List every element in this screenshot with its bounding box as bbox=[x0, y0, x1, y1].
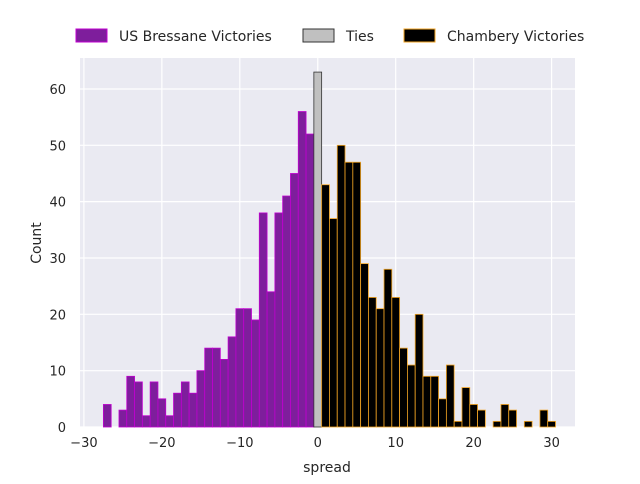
histogram-bar bbox=[165, 415, 174, 428]
x-tick-label: 20 bbox=[465, 436, 482, 451]
histogram-bar bbox=[305, 133, 315, 428]
histogram-bar bbox=[539, 409, 549, 428]
histogram-bar bbox=[430, 375, 439, 428]
histogram-bar bbox=[399, 347, 408, 428]
histogram-bar bbox=[500, 404, 510, 428]
x-tick-label: 10 bbox=[387, 436, 404, 451]
histogram-bar bbox=[204, 347, 213, 428]
histogram-bar bbox=[258, 212, 268, 428]
y-tick-label: 60 bbox=[49, 83, 66, 98]
histogram-bar bbox=[102, 404, 112, 428]
histogram-bar bbox=[313, 71, 323, 428]
histogram-bar bbox=[196, 370, 206, 428]
legend-label: Chambery Victories bbox=[447, 29, 584, 45]
histogram-bar bbox=[438, 398, 447, 428]
y-tick-label: 10 bbox=[49, 365, 66, 380]
y-tick-label: 20 bbox=[49, 308, 66, 323]
x-axis-label: spread bbox=[303, 460, 351, 476]
histogram-bar bbox=[360, 263, 369, 428]
histogram-bar bbox=[453, 420, 463, 428]
y-tick-label: 40 bbox=[49, 196, 66, 211]
histogram-bar bbox=[141, 415, 151, 428]
histogram-bar bbox=[126, 375, 135, 428]
histogram-bar bbox=[266, 291, 276, 428]
histogram-bar bbox=[227, 336, 237, 428]
histogram-bar bbox=[149, 381, 159, 428]
histogram-bar bbox=[445, 364, 455, 428]
legend-label: US Bressane Victories bbox=[119, 29, 272, 45]
bars bbox=[102, 71, 556, 428]
histogram-bar bbox=[329, 218, 338, 428]
histogram-bar bbox=[118, 409, 128, 428]
x-tick-label: −20 bbox=[148, 436, 175, 451]
histogram-bar bbox=[492, 420, 502, 428]
histogram-bar bbox=[477, 409, 486, 428]
histogram-bar bbox=[547, 420, 556, 428]
y-axis-label: Count bbox=[29, 222, 45, 264]
histogram-bar bbox=[407, 364, 416, 428]
histogram-bar bbox=[508, 409, 517, 428]
histogram-bar bbox=[188, 392, 198, 428]
x-tick-label: −10 bbox=[226, 436, 253, 451]
histogram-bar bbox=[375, 308, 385, 428]
histogram-bar bbox=[173, 392, 182, 428]
legend-swatch bbox=[302, 28, 335, 43]
tick-labels: −30 −20 −10 0 10 20 30 0 10 20 30 40 50 60 bbox=[49, 83, 559, 451]
histogram-bar bbox=[212, 347, 221, 428]
histogram-bar bbox=[336, 144, 346, 428]
histogram-bar bbox=[422, 375, 432, 428]
histogram-bar bbox=[235, 308, 245, 428]
histogram-bar bbox=[523, 420, 533, 428]
x-tick-label: −30 bbox=[70, 436, 97, 451]
x-tick-label: 30 bbox=[543, 436, 560, 451]
histogram-bar bbox=[321, 184, 330, 428]
histogram-bar bbox=[368, 297, 377, 428]
histogram-bar bbox=[180, 381, 190, 428]
histogram-bar bbox=[290, 173, 299, 428]
y-tick-label: 0 bbox=[58, 421, 66, 436]
histogram-bar bbox=[391, 297, 401, 428]
y-tick-label: 50 bbox=[49, 139, 66, 154]
histogram-bar bbox=[274, 212, 284, 428]
histogram-bar bbox=[282, 195, 291, 428]
legend-swatch bbox=[75, 28, 108, 43]
histogram-bar bbox=[414, 313, 424, 428]
histogram-bar bbox=[243, 308, 252, 428]
histogram-bar bbox=[469, 404, 478, 428]
x-tick-label: 0 bbox=[314, 436, 322, 451]
histogram-bar bbox=[461, 387, 471, 428]
legend-swatch bbox=[403, 28, 436, 43]
legend-label: Ties bbox=[345, 29, 374, 45]
y-tick-label: 30 bbox=[49, 252, 66, 267]
histogram-bar bbox=[383, 268, 393, 428]
histogram-bar bbox=[219, 358, 229, 428]
histogram-bar bbox=[344, 161, 354, 428]
histogram-bar bbox=[297, 111, 307, 428]
histogram-bar bbox=[352, 161, 362, 428]
histogram-bar bbox=[157, 398, 167, 428]
legend: US Bressane Victories Ties Chambery Victor… bbox=[75, 28, 584, 45]
histogram-bar bbox=[134, 381, 143, 428]
histogram-bar bbox=[251, 319, 260, 428]
